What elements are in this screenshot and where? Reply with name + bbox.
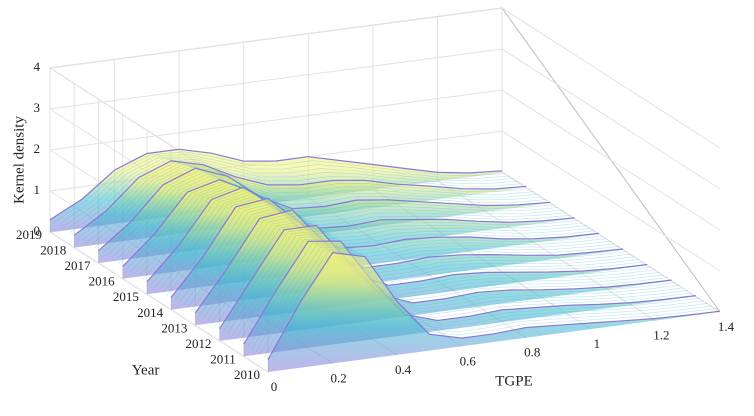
mesh-line bbox=[61, 156, 515, 228]
mesh-line bbox=[235, 235, 688, 340]
density-curve bbox=[170, 197, 624, 298]
mesh-line bbox=[207, 217, 660, 321]
mesh-line bbox=[126, 180, 579, 270]
y-tick-label: 2012 bbox=[186, 336, 212, 351]
surface-fill bbox=[268, 252, 720, 372]
mesh-line bbox=[263, 250, 717, 358]
grid-line bbox=[48, 7, 721, 209]
mesh-line bbox=[191, 207, 644, 311]
mesh-line bbox=[203, 214, 656, 319]
mesh-line bbox=[78, 161, 531, 239]
z-tick-label: 4 bbox=[34, 59, 41, 74]
mesh-line bbox=[178, 201, 632, 303]
mesh-line bbox=[158, 192, 612, 290]
mesh-line bbox=[134, 183, 587, 275]
mesh-line bbox=[247, 242, 700, 347]
mesh-line bbox=[255, 246, 708, 353]
y-tick-label: 2011 bbox=[210, 351, 236, 366]
mesh-line bbox=[82, 163, 535, 241]
z-tick-label: 2 bbox=[34, 141, 41, 156]
x-tick-label: 1 bbox=[594, 336, 601, 351]
mesh-line bbox=[162, 194, 616, 293]
surface bbox=[49, 148, 721, 372]
mesh-line bbox=[215, 222, 668, 327]
mesh-line bbox=[211, 219, 664, 324]
y-tick-label: 2017 bbox=[64, 258, 91, 273]
mesh-line bbox=[138, 184, 591, 277]
mesh-line bbox=[223, 227, 676, 332]
mesh-line bbox=[110, 173, 563, 259]
z-tick-label: 1 bbox=[34, 182, 41, 197]
y-tick-label: 2015 bbox=[113, 289, 139, 304]
y-tick-label: 2013 bbox=[161, 320, 187, 335]
density-curve bbox=[73, 160, 527, 236]
density-curve bbox=[122, 179, 575, 267]
y-tick-label: 2019 bbox=[16, 227, 42, 242]
x-axis-label: TGPE bbox=[495, 373, 533, 389]
x-tick-label: 0.4 bbox=[395, 362, 412, 377]
x-tick-label: 0.2 bbox=[330, 370, 346, 385]
mesh-line bbox=[102, 169, 555, 254]
mesh-line bbox=[227, 230, 680, 334]
density-curve bbox=[243, 240, 696, 345]
mesh-line bbox=[187, 205, 640, 308]
mesh-line bbox=[70, 159, 523, 233]
x-tick-label: 0.8 bbox=[524, 345, 540, 360]
y-tick-label: 2018 bbox=[40, 243, 66, 258]
x-tick-label: 0.6 bbox=[460, 353, 477, 368]
mesh-line bbox=[182, 203, 636, 306]
mesh-line bbox=[65, 158, 519, 231]
density-curve bbox=[49, 148, 503, 221]
density-curve bbox=[194, 209, 648, 314]
mesh-line bbox=[199, 212, 652, 316]
axis-labels: 0123400.20.40.60.811.21.4201020112012201… bbox=[11, 59, 734, 394]
x-tick-label: 1.2 bbox=[653, 328, 669, 343]
mesh-line bbox=[94, 166, 547, 249]
mesh-line bbox=[106, 171, 559, 257]
mesh-line bbox=[239, 238, 692, 342]
y-tick-label: 2014 bbox=[137, 305, 164, 320]
mesh-line bbox=[174, 200, 628, 301]
mesh-line bbox=[154, 190, 608, 288]
density-curve bbox=[146, 186, 599, 283]
density-curve bbox=[97, 167, 551, 252]
mesh-line bbox=[57, 154, 511, 226]
mesh-line bbox=[90, 165, 543, 246]
y-tick-label: 2010 bbox=[234, 367, 260, 382]
mesh-line bbox=[86, 164, 539, 244]
mesh-line bbox=[259, 248, 712, 355]
x-tick-label: 0 bbox=[271, 379, 278, 394]
mesh-line bbox=[118, 177, 571, 265]
mesh-line bbox=[251, 244, 704, 350]
y-axis-label: Year bbox=[132, 362, 160, 378]
z-tick-label: 3 bbox=[34, 100, 41, 115]
density-curve bbox=[219, 224, 672, 329]
y-tick-label: 2016 bbox=[89, 274, 116, 289]
mesh-line bbox=[150, 188, 603, 285]
grid-line bbox=[436, 16, 656, 322]
mesh-line bbox=[166, 196, 620, 296]
z-axis-label: Kernel density bbox=[11, 116, 27, 204]
mesh-line bbox=[142, 185, 595, 280]
mesh-line bbox=[53, 151, 507, 223]
mesh-line bbox=[114, 175, 567, 262]
x-tick-label: 1.4 bbox=[718, 319, 735, 334]
mesh-line bbox=[231, 232, 684, 337]
z-tick-label: 0 bbox=[34, 223, 41, 238]
density-curve bbox=[267, 252, 721, 360]
mesh-line bbox=[130, 181, 583, 272]
